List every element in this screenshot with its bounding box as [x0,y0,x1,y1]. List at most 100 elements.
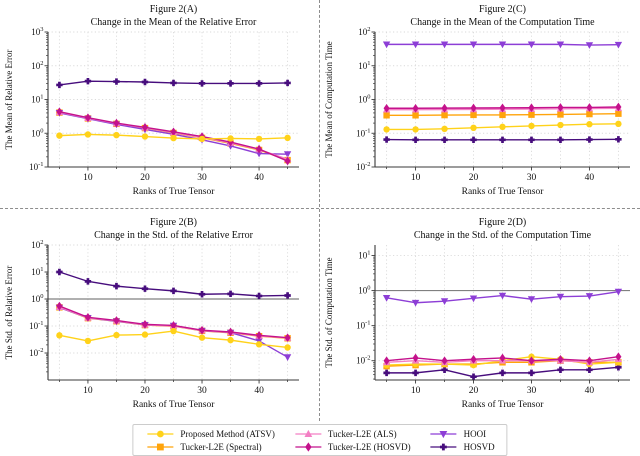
series-hosvd [56,77,291,89]
series-atsv [56,327,291,351]
plus-marker [284,292,291,299]
x-tick-label: 40 [254,173,264,183]
panel-title: Figure 2(A) [150,4,198,15]
circle-marker [470,124,477,132]
diamond-marker [198,325,206,335]
series-hosvd [383,364,622,380]
chart-2D: 10 20 30 40 101 100 10-1 10-2 Figure 2(D) Change … [324,217,630,410]
circle-marker [113,131,120,139]
y-axis-label: The Mean of Relative Error [4,50,14,150]
circle-marker [198,334,206,341]
figure-2b-panel: 10 20 30 40 102 101 100 10-1 10-2 Figure 2(B) Chan… [0,213,320,423]
legend-label: Tucker-L2E (Spectral) [180,441,262,452]
square-marker [586,110,593,118]
plus-marker [440,443,448,450]
triangle-down-marker [411,299,420,307]
y-tick-label: 10-2 [356,161,370,172]
plus-marker [412,369,419,377]
chart-2A: 10 20 30 40 103 102 101 100 10-1 Figure 2(A) Chang… [4,4,299,197]
legend-marker-triangle-down-icon [430,430,457,438]
diamond-marker [304,441,312,452]
y-axis-label: The Std. of Relative Error [4,266,14,360]
series-atsv [56,131,291,143]
axis-ticks: 10 20 30 40 101 100 10-1 10-2 [356,250,619,396]
plus-marker [586,136,593,143]
series-atsv [383,120,622,133]
diamond-marker [557,354,564,364]
y-tick-label: 102 [31,239,43,250]
x-tick-label: 40 [254,386,264,396]
diamond-marker [227,327,234,337]
y-tick-label: 102 [31,60,43,71]
plus-marker [412,136,419,143]
plus-marker [499,136,506,143]
diamond-marker [113,118,120,128]
y-tick-label: 10-2 [356,355,370,366]
diamond-marker [528,103,535,113]
circle-marker [227,336,234,344]
horizontal-dashed-divider [0,208,640,209]
legend: Proposed Method (ATSV) Tucker-L2E (ALS) HO… [132,424,508,456]
plus-marker [255,292,263,300]
x-axis-label: Ranks of True Tensor [133,186,216,197]
panel-subtitle: Change in the Mean of the Relative Error [91,17,257,28]
axes-spines [47,245,299,381]
vertical-dashed-divider [319,0,320,421]
x-tick-label: 20 [469,386,479,396]
plus-marker [56,81,63,89]
panel-title: Figure 2(D) [479,217,527,228]
triangle-down-marker [527,41,536,49]
plus-marker [255,80,263,87]
y-tick-label: 101 [358,60,370,71]
diamond-marker [441,356,448,366]
diamond-marker [170,127,177,137]
plus-marker [141,78,149,86]
y-tick-label: 10-1 [356,127,370,138]
diamond-marker [56,107,63,117]
legend-entry-hosvd: HOSVD [429,440,495,453]
diamond-marker [284,156,291,166]
y-tick-label: 10-1 [29,320,43,331]
plus-marker [284,79,291,87]
triangle-down-marker [469,295,478,303]
legend-marker-square-icon [147,443,174,450]
diamond-marker [412,103,419,113]
diamond-marker [113,316,120,325]
panel-title: Figure 2(C) [479,4,526,15]
y-tick-label: 101 [358,250,370,261]
diamond-marker [557,103,564,112]
legend-label: Proposed Method (ATSV) [180,428,275,439]
circle-marker [141,133,149,140]
circle-marker [586,121,593,128]
x-tick-label: 40 [585,386,595,396]
triangle-down-marker [469,41,478,49]
triangle-down-marker [614,288,623,296]
plus-marker [528,136,535,143]
panel-subtitle: Change in the Std. of the Relative Error [94,230,254,241]
triangle-up-marker [303,429,312,437]
plus-marker [227,290,234,298]
circle-marker [84,337,92,345]
plus-marker [557,366,564,374]
plus-marker [227,80,234,87]
triangle-down-marker [498,41,507,49]
diamond-marker [84,113,91,122]
circle-marker [170,327,177,335]
x-tick-label: 30 [527,173,537,183]
series-l2e_hosvd [383,102,622,113]
legend-entry-als: Tucker-L2E (ALS) [293,427,411,440]
gridlines [48,31,299,168]
diamond-marker [499,103,506,113]
plus-marker [586,366,593,374]
y-tick-label: 10-1 [356,320,370,331]
series-spectral [383,110,622,119]
x-axis-label: Ranks of True Tensor [462,186,545,197]
plus-marker [84,77,92,85]
circle-marker [255,341,263,348]
triangle-down-marker [283,151,292,159]
circle-marker [284,134,291,142]
square-marker [557,111,564,118]
series-l2e_hosvd [56,301,291,342]
panel-subtitle: Change in the Mean of the Computation Ti… [410,17,595,28]
legend-marker-diamond-icon [294,441,321,452]
